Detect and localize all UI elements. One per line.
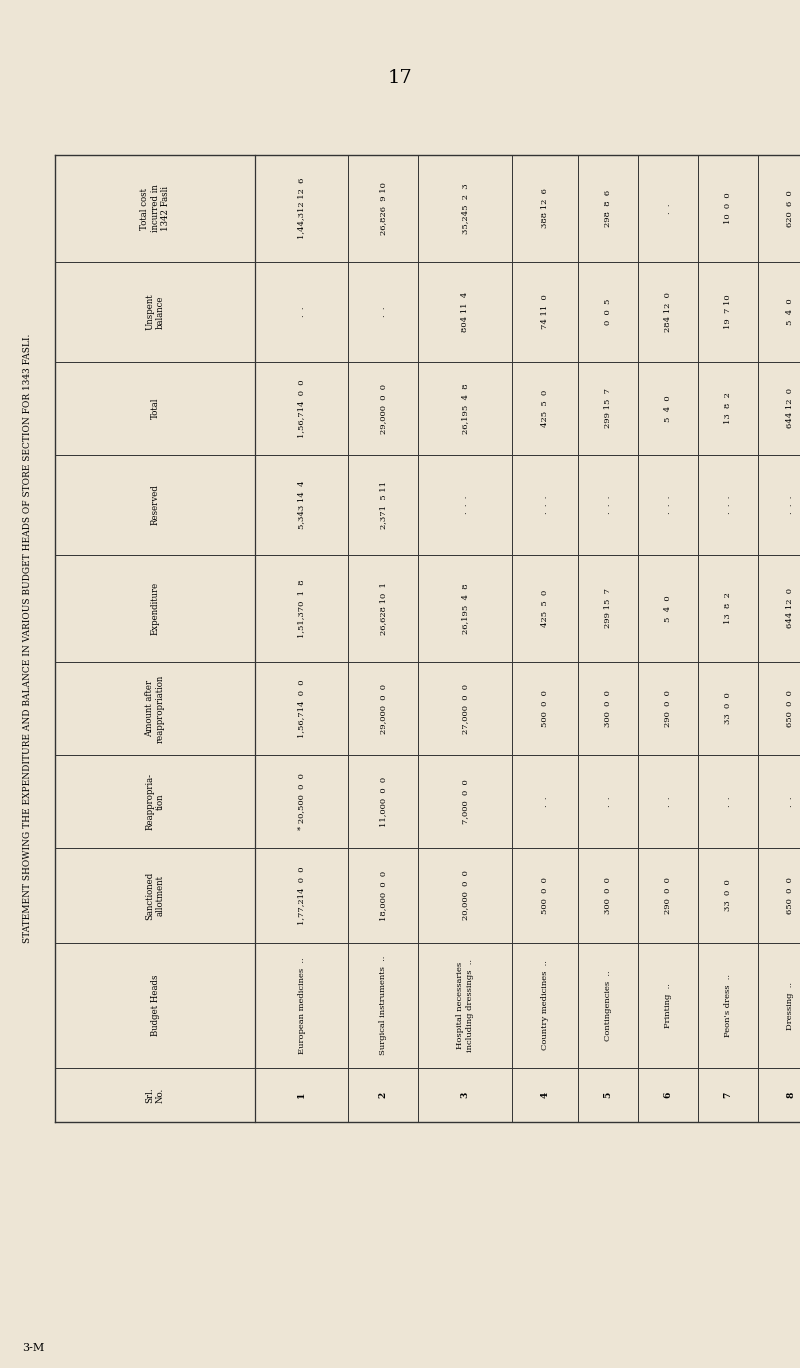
Text: 26,826  9 10: 26,826 9 10 [379,182,387,235]
Text: 1,56,714  0  0: 1,56,714 0 0 [298,379,306,438]
Text: .  .: . . [541,796,549,807]
Text: 33  0  0: 33 0 0 [724,880,732,911]
Text: Hospital necessaries
including dressings  ..: Hospital necessaries including dressings… [456,959,474,1052]
Text: 20,000  0  0: 20,000 0 0 [461,870,469,921]
Text: .  .: . . [604,796,612,807]
Text: .  .  .: . . . [724,495,732,514]
Text: 26,195  4  8: 26,195 4 8 [461,383,469,434]
Text: 4: 4 [541,1092,550,1099]
Text: 29,000  0  0: 29,000 0 0 [379,684,387,733]
Text: 6: 6 [663,1092,673,1099]
Text: 5  4  0: 5 4 0 [664,595,672,622]
Text: .  .  .: . . . [786,495,794,514]
Text: .  .  .: . . . [541,495,549,514]
Text: Sanctioned
allotment: Sanctioned allotment [146,871,165,919]
Text: 33  0  0: 33 0 0 [724,692,732,725]
Text: Total: Total [150,398,159,419]
Text: 500  0  0: 500 0 0 [541,877,549,914]
Text: 7,000  0  0: 7,000 0 0 [461,780,469,824]
Text: .  .: . . [379,306,387,317]
Text: 1: 1 [297,1092,306,1099]
Text: Unspent
balance: Unspent balance [146,294,165,330]
Text: 26,628 10  1: 26,628 10 1 [379,581,387,635]
Text: 13  8  2: 13 8 2 [724,592,732,624]
Text: 26,195  4  8: 26,195 4 8 [461,583,469,633]
Text: Dressing  ..: Dressing .. [786,981,794,1030]
Text: 8: 8 [786,1092,795,1099]
Text: 425  5  0: 425 5 0 [541,590,549,627]
Text: Peon's dress  ..: Peon's dress .. [724,974,732,1037]
Text: 3: 3 [461,1092,470,1099]
Text: .  .: . . [664,204,672,213]
Text: 644 12  0: 644 12 0 [786,588,794,628]
Text: 650  0  0: 650 0 0 [786,689,794,726]
Text: Country medicines  ..: Country medicines .. [541,960,549,1051]
Text: Contingencies  ..: Contingencies .. [604,970,612,1041]
Text: .  .: . . [298,306,306,317]
Text: 299 15  7: 299 15 7 [604,389,612,428]
Text: 620  6  0: 620 6 0 [786,190,794,227]
Text: 17: 17 [388,68,412,88]
Text: Srl.
No.: Srl. No. [146,1088,165,1103]
Text: .  .: . . [786,796,794,807]
Text: Expenditure: Expenditure [150,581,159,635]
Text: .  .  .: . . . [604,495,612,514]
Text: 300  0  0: 300 0 0 [604,877,612,914]
Text: 650  0  0: 650 0 0 [786,877,794,914]
Text: 29,000  0  0: 29,000 0 0 [379,383,387,434]
Text: 10  0  0: 10 0 0 [724,193,732,224]
Text: 11,000  0  0: 11,000 0 0 [379,777,387,826]
Text: .  .  .: . . . [664,495,672,514]
Text: Reappropria-
tion: Reappropria- tion [146,773,165,830]
Text: .  .: . . [664,796,672,807]
Text: 35,245  2  3: 35,245 2 3 [461,183,469,234]
Text: 2: 2 [378,1092,387,1099]
Text: 7: 7 [723,1092,733,1099]
Text: 5,343 14  4: 5,343 14 4 [298,480,306,529]
Text: 27,000  0  0: 27,000 0 0 [461,684,469,733]
Text: 5: 5 [603,1092,613,1099]
Text: 284 12  0: 284 12 0 [664,291,672,332]
Text: 1,51,370  1  8: 1,51,370 1 8 [298,579,306,637]
Text: Surgical instruments  ..: Surgical instruments .. [379,956,387,1055]
Text: 290  0  0: 290 0 0 [664,689,672,726]
Text: 1,56,714  0  0: 1,56,714 0 0 [298,680,306,737]
Text: 2,371  5 11: 2,371 5 11 [379,482,387,529]
Text: 1,44,312 12  6: 1,44,312 12 6 [298,178,306,239]
Text: 500  0  0: 500 0 0 [541,689,549,726]
Text: STATEMENT SHOWING THE EXPENDITURE AND BALANCE IN VARIOUS BUDGET HEADS OF STORE S: STATEMENT SHOWING THE EXPENDITURE AND BA… [23,334,33,943]
Text: 388 12  6: 388 12 6 [541,189,549,228]
Text: 804 11  4: 804 11 4 [461,291,469,332]
Text: 644 12  0: 644 12 0 [786,389,794,428]
Text: Budget Heads: Budget Heads [150,975,159,1036]
Text: 74 11  0: 74 11 0 [541,294,549,330]
Text: Total cost
incurred in
1342 Fasli: Total cost incurred in 1342 Fasli [140,185,170,233]
Text: 5  4  0: 5 4 0 [664,395,672,421]
Text: 425  5  0: 425 5 0 [541,390,549,427]
Text: 5  4  0: 5 4 0 [786,298,794,326]
Text: 290  0  0: 290 0 0 [664,877,672,914]
Text: 3-M: 3-M [22,1343,44,1353]
Text: 18,000  0  0: 18,000 0 0 [379,870,387,921]
Text: 299 15  7: 299 15 7 [604,588,612,628]
Text: Amount after
reappropriation: Amount after reappropriation [146,674,165,743]
Text: 19  7 10: 19 7 10 [724,294,732,330]
Text: * 20,500  0  0: * 20,500 0 0 [298,773,306,830]
Text: 0  0  5: 0 0 5 [604,298,612,326]
Text: Printing  ..: Printing .. [664,984,672,1027]
Text: .  .: . . [724,796,732,807]
Text: European medicines  ..: European medicines .. [298,958,306,1053]
Text: Reserved: Reserved [150,484,159,525]
Text: 298  8  6: 298 8 6 [604,190,612,227]
Text: 1,77,214  0  0: 1,77,214 0 0 [298,866,306,925]
Text: .  .  .: . . . [461,495,469,514]
Text: 300  0  0: 300 0 0 [604,689,612,726]
Text: 13  8  2: 13 8 2 [724,393,732,424]
